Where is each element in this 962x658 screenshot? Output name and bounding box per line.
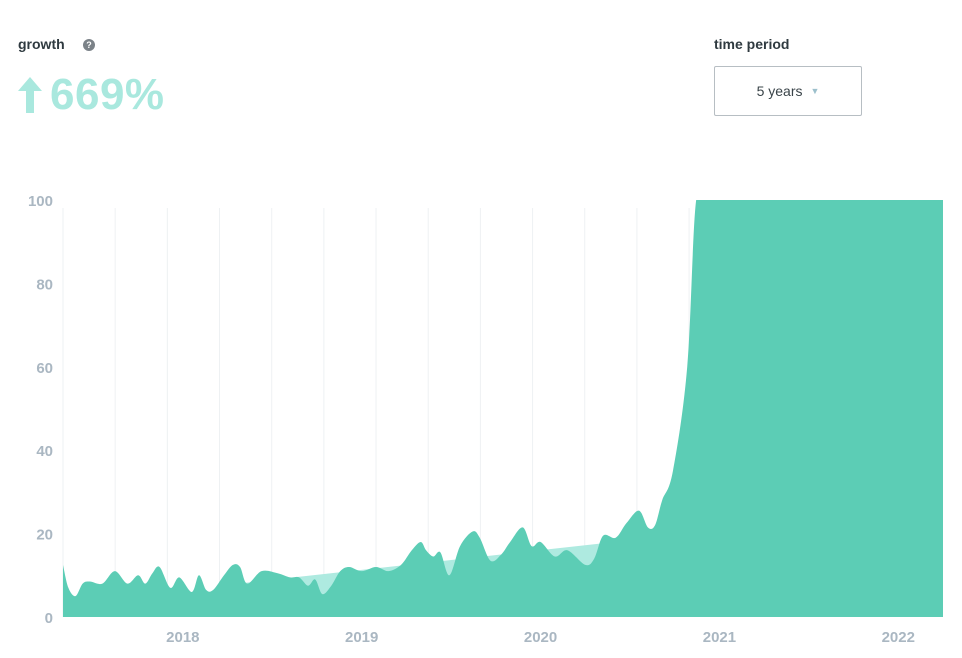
time-period-dropdown[interactable]: 5 years ▼: [714, 66, 862, 116]
arrow-up-icon: [18, 77, 42, 113]
caret-down-icon: ▼: [810, 86, 820, 96]
x-tick-label-2019: 2019: [345, 629, 378, 646]
y-tick-label-100: 100: [28, 193, 53, 210]
x-tick-label-2018: 2018: [166, 629, 199, 646]
y-tick-label-20: 20: [36, 527, 53, 544]
growth-chart: 0 20 40 60 80 100 2018 2019 2020 2021 2022: [28, 193, 943, 646]
help-icon[interactable]: ?: [83, 39, 95, 51]
x-tick-label-2022: 2022: [882, 629, 915, 646]
x-tick-label-2021: 2021: [703, 629, 736, 646]
y-tick-label-0: 0: [45, 610, 53, 627]
y-tick-label-40: 40: [36, 443, 53, 460]
y-tick-label-80: 80: [36, 276, 53, 293]
x-tick-label-2020: 2020: [524, 629, 557, 646]
growth-value: 669%: [16, 70, 165, 120]
interest-area: [63, 200, 943, 617]
y-tick-label-60: 60: [36, 360, 53, 377]
growth-percentage: 669%: [50, 70, 165, 119]
growth-label: growth: [18, 36, 65, 52]
time-period-value: 5 years: [756, 83, 803, 99]
time-period-label: time period: [714, 36, 790, 52]
